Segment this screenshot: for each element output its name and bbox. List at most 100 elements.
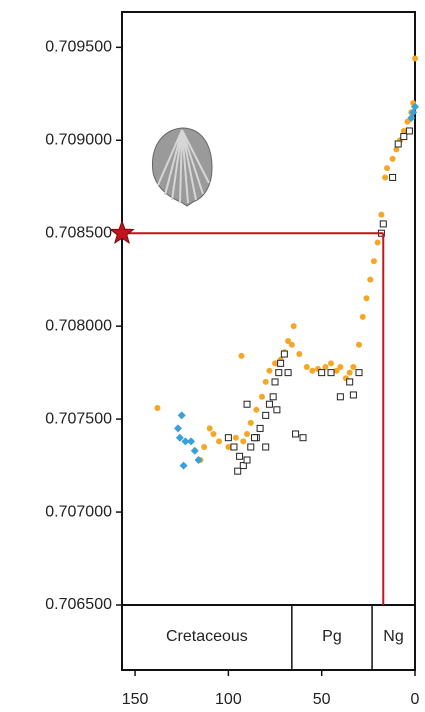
y-tick-label: 0.707000 <box>45 503 112 520</box>
y-tick-label: 0.708500 <box>45 224 112 241</box>
point <box>393 146 400 153</box>
x-tick-label: 150 <box>122 691 149 708</box>
point <box>370 258 377 265</box>
point <box>367 276 374 283</box>
point <box>216 438 223 445</box>
point <box>175 433 184 442</box>
point <box>363 295 370 302</box>
point <box>379 220 387 228</box>
point <box>173 424 182 433</box>
point <box>275 369 283 377</box>
plot-frame <box>121 11 416 671</box>
point <box>177 411 186 420</box>
period-label: Ng <box>383 628 403 645</box>
period-label: Cretaceous <box>166 628 248 645</box>
point <box>238 352 245 359</box>
point <box>288 341 295 348</box>
point <box>253 406 260 413</box>
point <box>303 364 310 371</box>
y-tick-label: 0.706500 <box>45 596 112 613</box>
point <box>234 467 242 475</box>
point <box>251 434 259 442</box>
y-tick-label: 0.709000 <box>45 131 112 148</box>
point <box>154 404 161 411</box>
x-tick-label: 100 <box>215 691 242 708</box>
point <box>356 341 363 348</box>
point <box>262 378 269 385</box>
point <box>394 140 402 148</box>
y-tick-label: 0.709500 <box>45 39 112 56</box>
point <box>412 55 418 62</box>
point <box>384 165 391 172</box>
point <box>262 443 270 451</box>
point <box>382 174 389 181</box>
point <box>318 369 326 377</box>
point <box>206 425 213 432</box>
point <box>236 452 244 460</box>
point <box>374 239 381 246</box>
point <box>400 127 407 134</box>
point <box>272 360 279 367</box>
point <box>299 434 307 442</box>
point <box>243 456 251 464</box>
point <box>273 406 281 414</box>
point <box>258 393 265 400</box>
point <box>181 437 190 446</box>
point <box>349 391 357 399</box>
point <box>230 443 238 451</box>
point <box>277 359 285 367</box>
point <box>265 400 273 408</box>
point <box>271 378 279 386</box>
point <box>243 400 251 408</box>
point <box>378 211 385 218</box>
point <box>266 367 273 374</box>
point <box>350 364 357 371</box>
point <box>224 434 232 442</box>
period-label: Pg <box>322 628 342 645</box>
point <box>333 367 340 374</box>
x-tick-label: 0 <box>411 691 420 708</box>
point <box>194 456 203 465</box>
point <box>336 393 344 401</box>
point <box>247 443 255 451</box>
point <box>411 102 419 111</box>
point <box>309 367 316 374</box>
point <box>327 369 335 377</box>
point <box>359 313 366 320</box>
point <box>285 338 292 345</box>
point <box>239 462 247 470</box>
point <box>284 369 292 377</box>
point <box>405 127 413 135</box>
point <box>187 437 196 446</box>
point <box>240 438 247 445</box>
point <box>296 351 303 358</box>
point <box>346 378 354 386</box>
point <box>389 155 396 162</box>
point <box>179 461 188 470</box>
point <box>210 430 217 437</box>
y-tick-label: 0.707500 <box>45 410 112 427</box>
point <box>247 419 254 426</box>
point <box>256 424 264 432</box>
point <box>269 393 277 401</box>
y-tick-label: 0.708000 <box>45 317 112 334</box>
point <box>355 369 363 377</box>
reference-star <box>109 219 135 245</box>
point <box>262 411 270 419</box>
point <box>404 118 411 125</box>
point <box>225 443 232 450</box>
point <box>244 430 251 437</box>
x-tick-label: 50 <box>313 691 331 708</box>
point <box>190 446 199 455</box>
point <box>328 360 335 367</box>
point <box>280 350 288 358</box>
point <box>389 173 397 181</box>
point <box>337 364 344 371</box>
point <box>346 369 353 376</box>
point <box>232 434 239 441</box>
point <box>400 133 408 141</box>
point <box>407 113 416 122</box>
point <box>322 364 329 371</box>
point <box>292 430 300 438</box>
